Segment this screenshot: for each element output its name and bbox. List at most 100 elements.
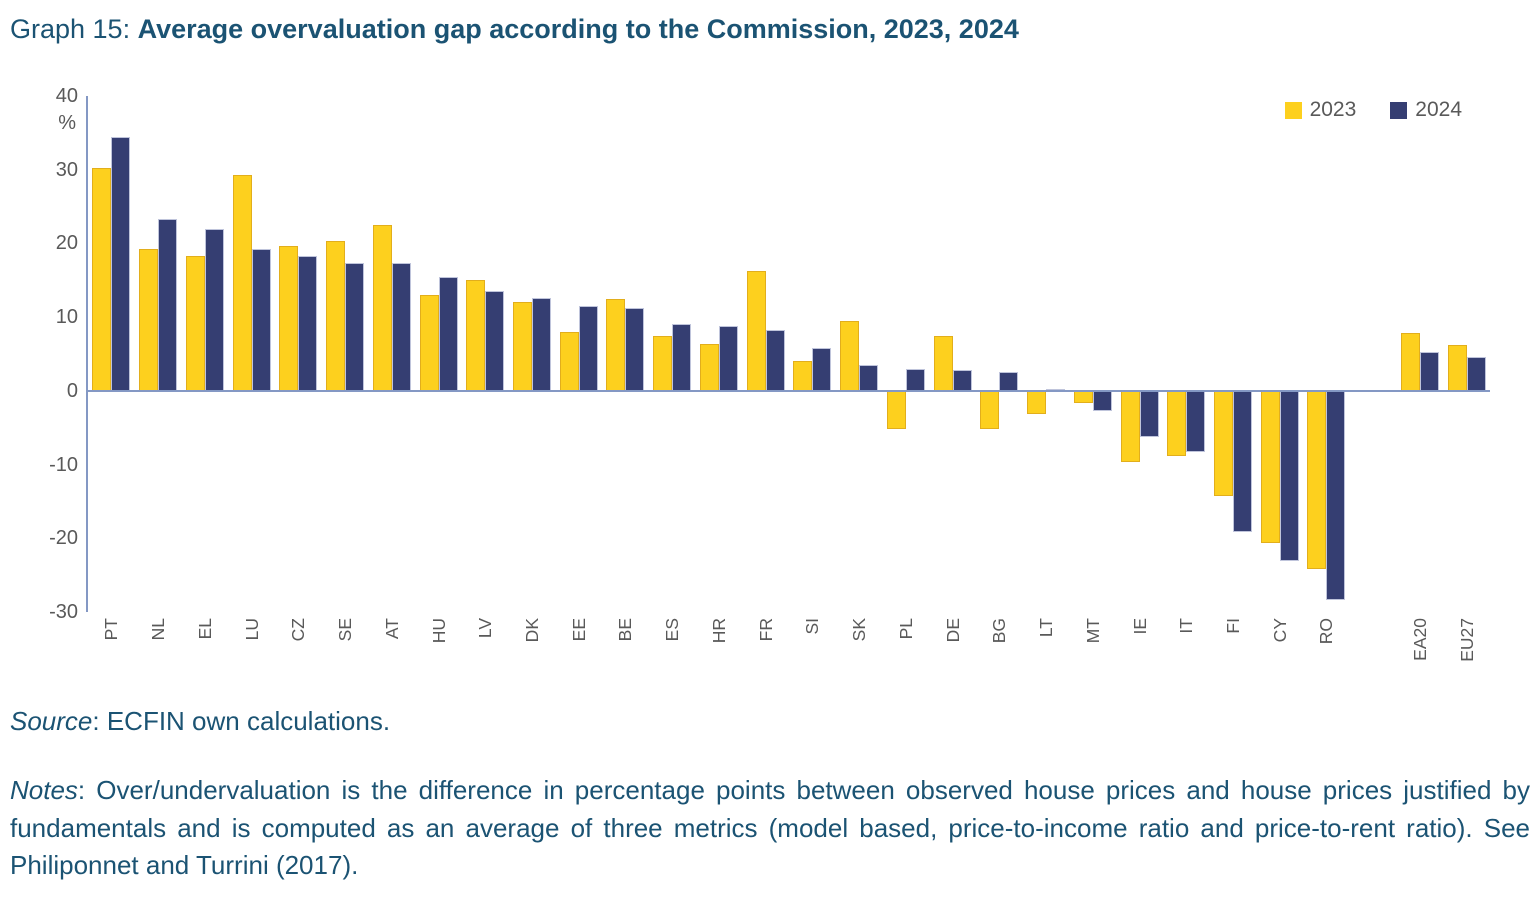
bar-NL-2023: [139, 248, 159, 391]
x-axis-label-FI: FI: [1222, 618, 1243, 634]
bar-EL-2024: [204, 228, 224, 391]
bar-CY-2023: [1260, 390, 1280, 544]
bar-FR-2024: [765, 330, 785, 391]
bar-FR-2023: [746, 270, 766, 391]
bar-DE-2023: [933, 336, 953, 391]
y-tick-label: -20: [49, 527, 78, 550]
source-label: Source: [10, 706, 93, 736]
bar-RO-2024: [1326, 390, 1346, 601]
x-axis-label-NL: NL: [148, 618, 169, 641]
title-prefix: Graph 15:: [10, 14, 138, 44]
bar-DE-2024: [952, 370, 972, 391]
y-tick-label: 20: [55, 232, 78, 255]
notes-label: Notes: [10, 775, 78, 805]
bar-LV-2023: [466, 280, 486, 391]
bar-PT-2024: [111, 137, 131, 391]
bar-SI-2024: [812, 348, 832, 391]
x-axis-label-BE: BE: [615, 618, 636, 642]
bar-RO-2023: [1307, 390, 1327, 570]
legend-label-2024: 2024: [1415, 98, 1462, 121]
bar-ES-2023: [653, 335, 673, 391]
legend-swatch-2024: [1390, 101, 1408, 119]
zero-axis-line: [86, 389, 1490, 392]
x-axis-label-IT: IT: [1176, 618, 1197, 634]
x-axis-label-RO: RO: [1316, 618, 1337, 645]
bar-EA20-2024: [1419, 351, 1439, 391]
x-axis-label-DK: DK: [521, 618, 542, 643]
x-axis-label-CY: CY: [1269, 618, 1290, 643]
x-axis-label-MT: MT: [1082, 618, 1103, 644]
x-axis-label-PL: PL: [895, 618, 916, 640]
x-axis-label-SI: SI: [802, 618, 823, 635]
bar-PL-2024: [905, 369, 925, 391]
bar-FI-2023: [1213, 390, 1233, 497]
source-note: Source: ECFIN own calculations.: [10, 706, 1530, 737]
bar-IE-2024: [1139, 390, 1159, 438]
bar-BG-2024: [999, 372, 1019, 391]
x-axis-label-LU: LU: [241, 618, 262, 641]
bar-EU27-2024: [1466, 356, 1486, 391]
bar-BE-2023: [606, 298, 626, 391]
bar-AT-2024: [391, 263, 411, 391]
bar-IT-2023: [1167, 390, 1187, 456]
y-axis-line: [86, 96, 88, 612]
bar-LT-2023: [1027, 390, 1047, 415]
x-axis-label-LT: LT: [1036, 618, 1057, 638]
x-axis-label-AT: AT: [381, 618, 402, 640]
bar-EA20-2023: [1400, 332, 1420, 391]
legend: 2023 2024: [1284, 98, 1462, 122]
plot-area: 2023 2024 40 30 20 10 0 -10 -20 -30% PT NL EL LU CZ S…: [49, 85, 1490, 662]
bar-PL-2023: [886, 390, 906, 430]
bar-EE-2023: [559, 331, 579, 391]
bar-DK-2023: [512, 301, 532, 391]
bar-HR-2023: [699, 343, 719, 391]
x-axis-label-LV: LV: [475, 618, 496, 639]
bar-SE-2023: [326, 241, 346, 391]
notes-text: : Over/undervaluation is the difference …: [10, 775, 1530, 881]
source-text: : ECFIN own calculations.: [92, 706, 391, 736]
bar-MT-2024: [1092, 390, 1112, 412]
y-tick-label: -30: [49, 601, 78, 623]
x-axis-label-EU27: EU27: [1456, 618, 1477, 662]
bar-SK-2023: [840, 320, 860, 391]
x-axis-label-EL: EL: [194, 618, 215, 640]
page-title: Graph 15: Average overvaluation gap acco…: [10, 14, 1019, 45]
x-axis-label-EA20: EA20: [1409, 618, 1430, 661]
bar-BE-2024: [625, 307, 645, 391]
x-axis-label-FR: FR: [755, 618, 776, 642]
bar-HR-2024: [718, 325, 738, 391]
bar-EU27-2023: [1447, 345, 1467, 391]
bar-PT-2023: [92, 168, 112, 391]
x-axis-label-SK: SK: [849, 618, 870, 642]
y-tick-label: 40: [55, 85, 78, 107]
bar-NL-2024: [158, 219, 178, 391]
bar-ES-2024: [672, 323, 692, 391]
legend-label-2023: 2023: [1309, 98, 1357, 121]
bar-IT-2024: [1186, 390, 1206, 453]
bar-HU-2023: [419, 295, 439, 391]
bar-SK-2024: [859, 365, 879, 391]
bar-CY-2024: [1279, 390, 1299, 562]
y-tick-label: -10: [49, 453, 78, 476]
x-axis-label-PT: PT: [101, 618, 122, 641]
bar-LU-2023: [232, 174, 252, 391]
y-axis-unit-label: %: [58, 112, 76, 134]
x-axis-label-HR: HR: [708, 618, 729, 644]
legend-item-2023: 2023: [1284, 98, 1357, 122]
bar-BG-2023: [980, 390, 1000, 430]
notes-paragraph: Notes: Over/undervaluation is the differ…: [10, 772, 1530, 885]
bar-CZ-2023: [279, 245, 299, 391]
bar-EE-2024: [578, 306, 598, 391]
x-axis-label-SE: SE: [335, 618, 356, 642]
y-tick-label: 30: [55, 158, 78, 181]
bar-IE-2023: [1120, 390, 1140, 462]
x-axis-label-CZ: CZ: [288, 618, 309, 642]
bar-HU-2024: [438, 277, 458, 391]
bar-LU-2024: [251, 249, 271, 391]
x-axis-label-DE: DE: [942, 618, 963, 643]
bar-LV-2024: [485, 290, 505, 391]
x-axis-label-EE: EE: [568, 618, 589, 642]
bar-FI-2024: [1232, 390, 1252, 532]
bar-SI-2023: [793, 361, 813, 391]
bar-EL-2023: [185, 255, 205, 391]
